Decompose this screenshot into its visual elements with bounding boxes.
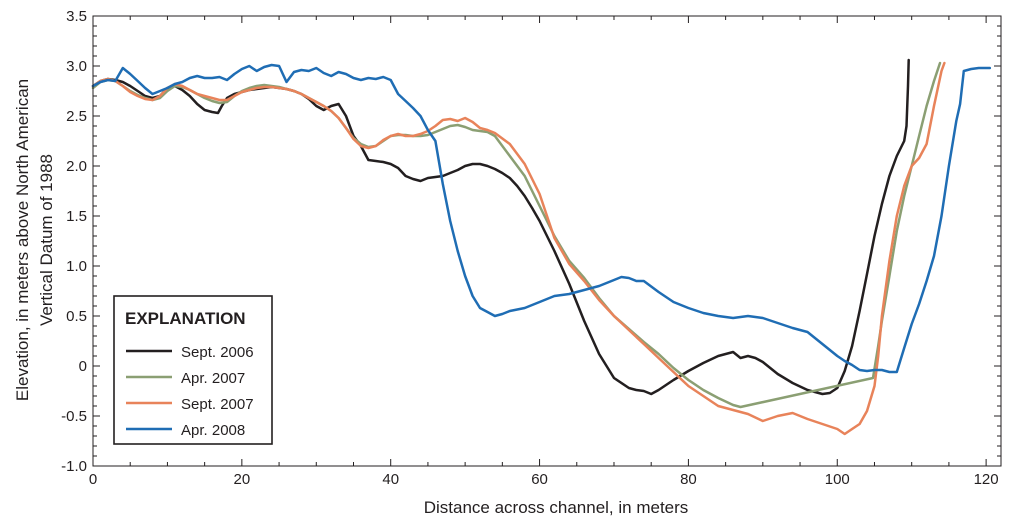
y-axis-title-line-2: Vertical Datum of 1988 [37,154,56,326]
y-tick-label: 1.0 [66,258,87,275]
legend-title: EXPLANATION [125,309,246,328]
y-tick-label: 2.5 [66,108,87,125]
x-tick-label: 100 [825,471,850,488]
y-tick-label: -0.5 [61,408,87,425]
series-line-apr-2008 [91,63,992,374]
x-tick-label: 0 [89,471,97,488]
tick-marks: 0 20 40 60 80 100 120 -1.0 -0.5 0 0.5 1.0 1.5 2.0 2.5 3… [61,8,1001,488]
y-axis-title-line-1: Elevation, in meters above North America… [13,79,32,401]
x-axis-title: Distance across channel, in meters [424,498,689,517]
y-tick-label: 3.0 [66,58,87,75]
x-tick-label: 120 [974,471,999,488]
legend: EXPLANATION Sept. 2006 Apr. 2007 Sept. 2… [113,295,273,445]
legend-box [113,295,273,445]
y-tick-label: 1.5 [66,208,87,225]
legend-label-apr-2008: Apr. 2008 [181,422,245,439]
data-series [91,58,992,436]
plot-frame [92,15,1002,467]
x-tick-label: 60 [531,471,548,488]
legend-label-sept-2007: Sept. 2007 [181,396,254,413]
y-tick-label: 3.5 [66,8,87,25]
x-tick-label: 20 [234,471,251,488]
y-tick-label: 0 [79,358,87,375]
x-tick-label: 40 [382,471,399,488]
series-line-sept-2006 [91,58,910,396]
y-tick-label: 0.5 [66,308,87,325]
x-tick-label: 80 [680,471,697,488]
y-tick-label: -1.0 [61,458,87,475]
y-tick-label: 2.0 [66,158,87,175]
series-line-sept-2007 [91,61,946,436]
legend-label-sept-2006: Sept. 2006 [181,344,254,361]
legend-label-apr-2007: Apr. 2007 [181,370,245,387]
